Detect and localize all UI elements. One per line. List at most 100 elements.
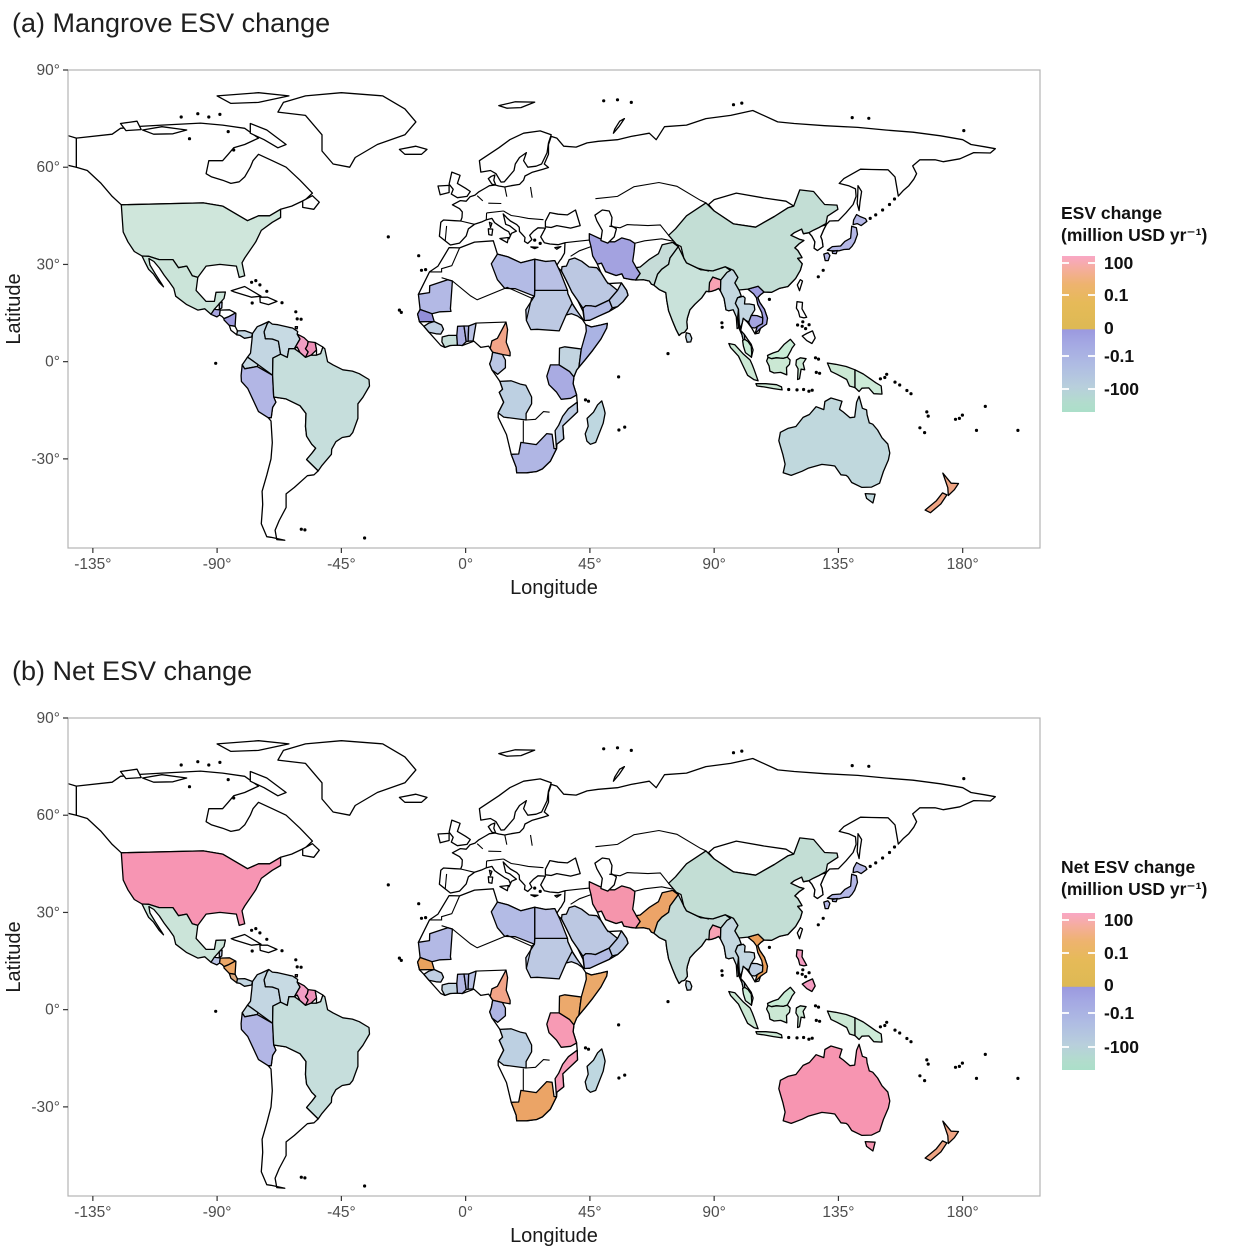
island-dot: [883, 375, 887, 380]
country-vietnam: [747, 933, 769, 983]
island-dot: [533, 886, 537, 890]
island-dot: [1016, 428, 1020, 432]
country-cyprus: [554, 893, 562, 898]
country-guinea: [423, 968, 445, 983]
island-dot: [250, 301, 254, 305]
island-dot: [740, 101, 744, 105]
country-japan: [823, 252, 831, 262]
y-tick-label: 90°: [37, 710, 60, 727]
island-dot: [196, 112, 200, 116]
island-dot: [821, 268, 825, 272]
country-indonesia: [826, 1010, 856, 1037]
country-japan: [823, 900, 831, 910]
island-dot: [887, 850, 892, 855]
island-dot: [417, 254, 421, 258]
island-dot: [767, 297, 772, 301]
island-dot: [960, 413, 965, 417]
legend-tick-label: 100: [1104, 253, 1133, 273]
country-madagascar: [584, 1048, 606, 1093]
island-dot: [905, 388, 909, 393]
island-dot: [179, 115, 183, 119]
country-new_zealand: [924, 492, 948, 514]
island-dot: [796, 971, 800, 975]
border-line: [503, 858, 544, 869]
border-line: [633, 886, 673, 892]
island-dot: [796, 323, 800, 327]
island-dot: [254, 927, 258, 931]
island-dot: [801, 968, 805, 972]
border-line: [570, 894, 592, 905]
y-tick-label: 30°: [37, 256, 60, 273]
island-dot: [666, 1000, 670, 1004]
country-sri_lanka: [685, 980, 693, 991]
country-oman: [608, 930, 629, 957]
border-line: [529, 186, 533, 198]
legend-title-line2: (million USD yr⁻¹): [1061, 225, 1207, 245]
country-ellesmere: [216, 92, 290, 105]
x-tick-label: 180°: [947, 556, 979, 573]
island-dot: [807, 389, 811, 393]
country-gabon: [489, 351, 507, 375]
country-indonesia: [765, 356, 791, 376]
legend-tick-label: -100: [1104, 1037, 1139, 1057]
country-philippines: [795, 301, 808, 319]
country-novaya_zemlya: [612, 765, 626, 782]
island-dot: [918, 426, 922, 430]
island-dot: [893, 380, 897, 384]
country-corsica: [488, 221, 493, 229]
country-indonesia: [826, 362, 856, 389]
island-dot: [983, 1052, 987, 1056]
country-mexico: [141, 255, 227, 315]
island-dot: [867, 764, 871, 768]
country-indonesia: [728, 342, 759, 382]
island-dot: [878, 1025, 883, 1029]
island-dot: [617, 375, 621, 379]
country-philippines: [801, 330, 816, 345]
island-dot: [905, 1036, 909, 1041]
island-dot: [787, 1035, 791, 1040]
border-line: [486, 858, 504, 862]
island-dot: [265, 937, 269, 941]
country-senegal: [416, 956, 435, 971]
x-tick-label: -45°: [327, 1204, 356, 1221]
island-dot: [974, 428, 979, 432]
island-dot: [265, 289, 269, 293]
island-dot: [294, 958, 298, 962]
country-belize: [218, 301, 223, 311]
country-indonesia: [795, 1005, 807, 1029]
country-sardinia: [487, 876, 494, 884]
island-dot: [417, 902, 421, 906]
island-dot: [363, 1184, 367, 1188]
country-japan: [852, 213, 868, 227]
island-dot: [295, 317, 299, 321]
country-japan: [826, 873, 859, 900]
island-dot: [962, 129, 966, 133]
border-line: [444, 873, 448, 890]
country-sakhalin: [856, 833, 863, 860]
island-dot: [617, 1023, 621, 1027]
country-scandinavia: [478, 130, 552, 183]
x-axis-title: Longitude: [510, 577, 598, 599]
island-dot: [731, 103, 736, 107]
y-tick-label: 0°: [45, 354, 60, 371]
border-line: [525, 297, 533, 321]
island-dot: [795, 388, 799, 392]
country-scandinavia: [478, 778, 552, 831]
island-dot: [957, 416, 962, 420]
country-mozambique: [554, 1049, 579, 1098]
island-dot: [399, 958, 403, 962]
y-axis-title: Latitude: [3, 921, 25, 992]
country-iceland: [398, 145, 428, 155]
country-brazil: [271, 346, 371, 472]
x-tick-label: 45°: [578, 1204, 601, 1221]
island-dot: [867, 116, 871, 120]
country-china: [667, 837, 839, 941]
island-dot: [804, 975, 808, 979]
island-dot: [923, 431, 927, 435]
country-japan: [831, 897, 838, 903]
country-ireland: [437, 184, 450, 196]
island-dot: [850, 764, 854, 768]
border-line: [441, 925, 535, 949]
country-papua_new_guinea: [854, 1017, 883, 1043]
country-japan: [831, 249, 838, 255]
